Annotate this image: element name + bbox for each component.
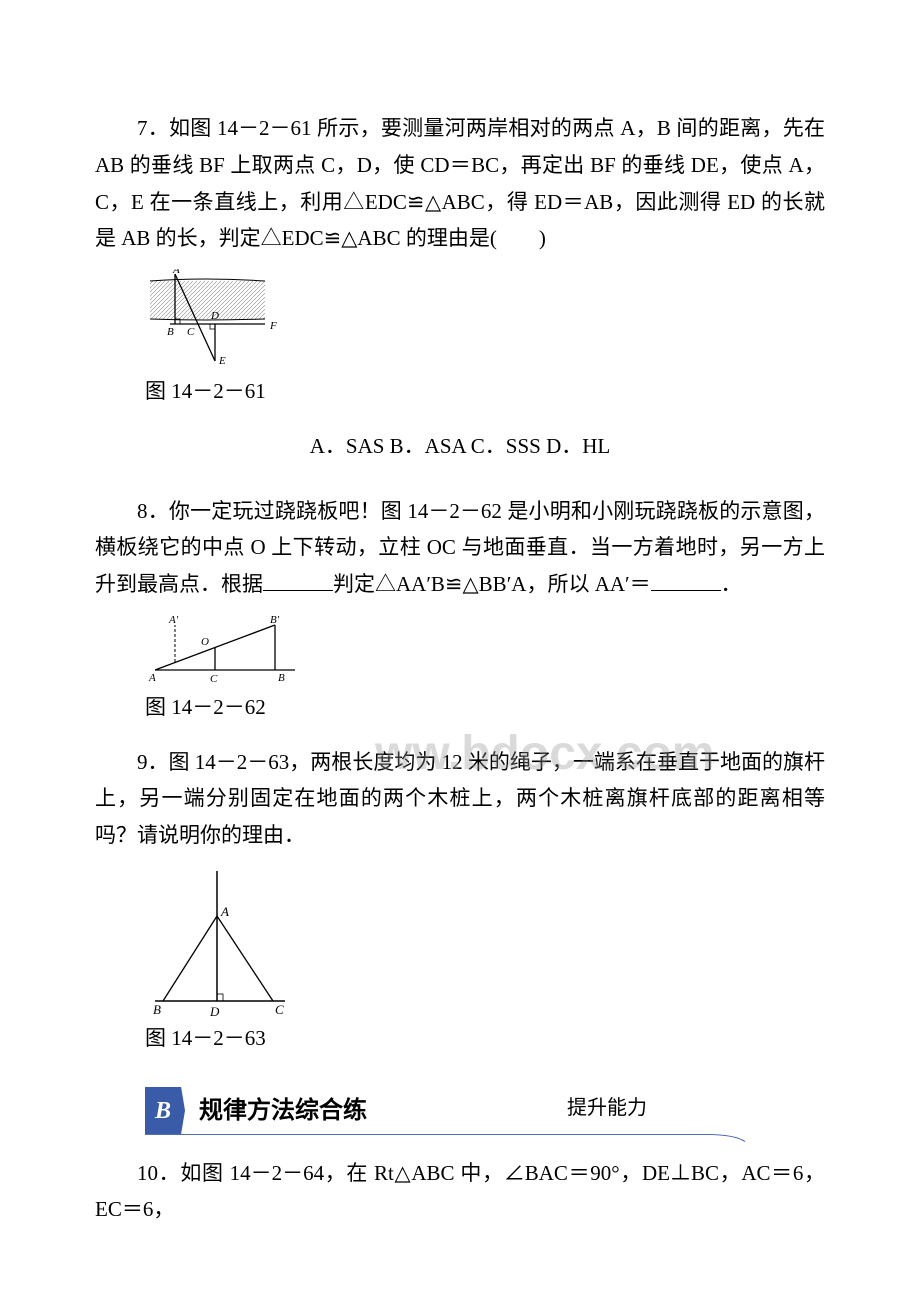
svg-text:O: O [201,636,209,648]
banner-right: 提升能力 [567,1091,647,1126]
svg-text:C: C [275,1002,284,1016]
q7-text: 7．如图 14－2－61 所示，要测量河两岸相对的两点 A，B 间的距离，先在 … [95,110,825,257]
svg-text:A: A [220,904,229,919]
svg-text:D: D [209,1004,220,1016]
section-banner: B 规律方法综合练 提升能力 [145,1087,825,1135]
banner-title: 规律方法综合练 [199,1090,367,1132]
svg-text:A: A [148,672,156,684]
svg-text:A′: A′ [168,615,179,626]
svg-text:E: E [218,355,226,367]
svg-text:B: B [153,1002,161,1016]
q7-caption: 图 14－2－61 [145,373,825,410]
svg-text:D: D [210,310,219,322]
svg-text:B: B [278,672,285,684]
banner-left: B 规律方法综合练 [145,1087,367,1135]
svg-text:F: F [269,320,277,332]
q7-options: A．SAS B．ASA C．SSS D．HL [95,428,825,465]
svg-text:C: C [187,326,195,338]
svg-text:C: C [210,673,218,685]
q8-caption: 图 14－2－62 [145,689,825,726]
q9-figure: A B D C [145,866,825,1016]
svg-text:B′: B′ [270,615,280,626]
banner-underline [145,1133,765,1143]
q8-text-part3: ． [721,572,742,596]
q7-figure: F A B C D E [145,269,825,369]
q8-blank1 [263,570,333,591]
q8-text-part2: 判定△AA′B≌△BB′A，所以 AA′＝ [333,572,651,596]
svg-text:B: B [167,326,174,338]
q8-text: 8．你一定玩过跷跷板吧！图 14－2－62 是小明和小刚玩跷跷板的示意图，横板绕… [95,493,825,603]
banner-badge: B [145,1087,185,1135]
q9-caption: 图 14－2－63 [145,1020,825,1057]
q8-blank2 [651,570,721,591]
q8-figure: A A′ B B′ C O [145,615,825,685]
q9-text: 9．图 14－2－63，两根长度均为 12 米的绳子，一端系在垂直于地面的旗杆上… [95,744,825,854]
q10-text: 10．如图 14－2－64，在 Rt△ABC 中，∠BAC＝90°，DE⊥BC，… [95,1155,825,1229]
